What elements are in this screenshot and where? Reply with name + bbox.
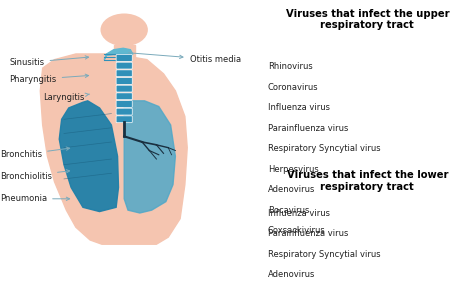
FancyBboxPatch shape bbox=[116, 62, 132, 69]
FancyBboxPatch shape bbox=[116, 70, 132, 77]
Ellipse shape bbox=[100, 13, 148, 46]
Text: Adenovirus: Adenovirus bbox=[268, 185, 315, 194]
FancyBboxPatch shape bbox=[116, 93, 132, 100]
Text: Influenza virus: Influenza virus bbox=[268, 209, 330, 218]
Polygon shape bbox=[104, 48, 133, 60]
Text: Pneumonia: Pneumonia bbox=[0, 194, 70, 203]
Polygon shape bbox=[114, 45, 135, 57]
Text: Bronchiolitis: Bronchiolitis bbox=[0, 170, 70, 181]
Text: Parainfluenza virus: Parainfluenza virus bbox=[268, 229, 348, 238]
Text: Adenovirus: Adenovirus bbox=[268, 270, 315, 279]
FancyBboxPatch shape bbox=[116, 116, 132, 123]
Text: Viruses that infect the lower
respiratory tract: Viruses that infect the lower respirator… bbox=[287, 170, 448, 192]
FancyBboxPatch shape bbox=[116, 101, 132, 107]
Text: Respiratory Syncytial virus: Respiratory Syncytial virus bbox=[268, 250, 381, 259]
Text: Pharyngitis: Pharyngitis bbox=[9, 74, 89, 84]
Text: Rhinovirus: Rhinovirus bbox=[268, 62, 312, 72]
Text: Sinusitis: Sinusitis bbox=[9, 56, 89, 67]
Text: Coxsackivirus: Coxsackivirus bbox=[268, 226, 326, 235]
Text: Otitis media: Otitis media bbox=[128, 53, 241, 64]
Text: Herpesvirus: Herpesvirus bbox=[268, 165, 319, 174]
Text: Respiratory Syncytial virus: Respiratory Syncytial virus bbox=[268, 144, 381, 153]
Polygon shape bbox=[40, 54, 187, 244]
FancyBboxPatch shape bbox=[116, 108, 132, 115]
FancyBboxPatch shape bbox=[116, 55, 132, 61]
Text: Bronchitis: Bronchitis bbox=[0, 147, 70, 159]
Text: Parainfluenza virus: Parainfluenza virus bbox=[268, 124, 348, 133]
Text: Influenza virus: Influenza virus bbox=[268, 103, 330, 112]
Text: Coronavirus: Coronavirus bbox=[268, 83, 319, 92]
Polygon shape bbox=[59, 101, 118, 212]
Text: Bocavirus: Bocavirus bbox=[268, 206, 309, 215]
FancyBboxPatch shape bbox=[116, 85, 132, 92]
FancyBboxPatch shape bbox=[116, 78, 132, 84]
Polygon shape bbox=[124, 101, 175, 213]
Text: Laryngitis: Laryngitis bbox=[43, 93, 90, 103]
Text: Viruses that infect the upper
respiratory tract: Viruses that infect the upper respirator… bbox=[285, 9, 449, 30]
